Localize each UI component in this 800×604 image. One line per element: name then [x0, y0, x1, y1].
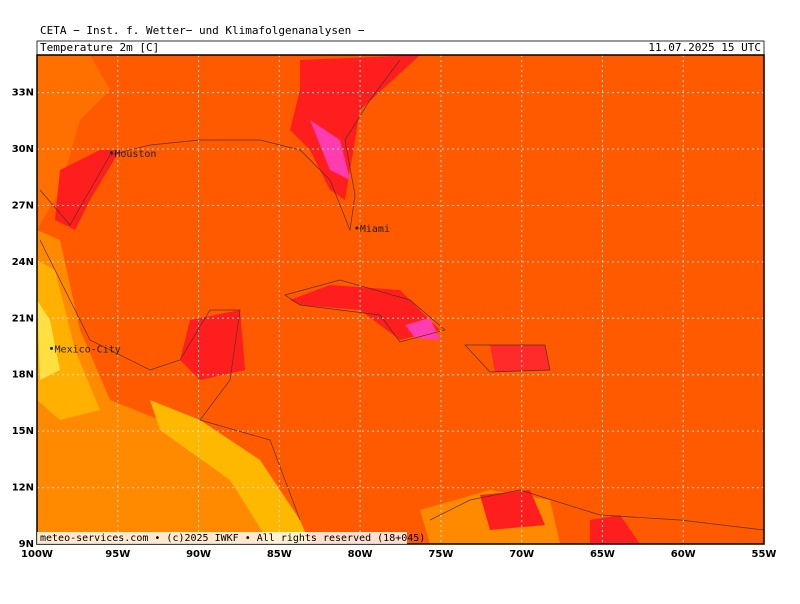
- city-label: Houston: [114, 149, 156, 160]
- city-marker: [109, 151, 113, 155]
- lat-tick-label: 12N: [12, 483, 34, 494]
- lon-tick-label: 85W: [267, 549, 292, 560]
- lat-tick-label: 21N: [12, 313, 34, 324]
- lat-tick-label: 30N: [12, 144, 34, 155]
- lon-tick-label: 70W: [509, 549, 534, 560]
- city-label: Mexico-City: [55, 344, 121, 355]
- lon-tick-label: 100W: [21, 549, 53, 560]
- lon-tick-label: 80W: [348, 549, 373, 560]
- lat-tick-label: 15N: [12, 426, 34, 437]
- city-marker: [355, 226, 359, 230]
- footer-credit: meteo-services.com • (c)2025 IWKF • All …: [40, 533, 425, 544]
- header-title: CETA − Inst. f. Wetter− und Klimafolgena…: [40, 24, 365, 37]
- valid-time: 11.07.2025 15 UTC: [648, 41, 761, 54]
- field-label: Temperature 2m [C]: [40, 41, 159, 54]
- city-label: Miami: [360, 224, 390, 235]
- lat-tick-label: 9N: [19, 539, 34, 550]
- lon-tick-label: 75W: [428, 549, 453, 560]
- city-marker: [50, 346, 54, 350]
- lat-tick-label: 24N: [12, 257, 34, 268]
- lat-tick-label: 33N: [12, 88, 34, 99]
- lat-tick-label: 18N: [12, 370, 34, 381]
- lon-tick-label: 55W: [752, 549, 777, 560]
- lon-tick-label: 65W: [590, 549, 615, 560]
- lat-tick-label: 27N: [12, 200, 34, 211]
- footer-box: [37, 532, 407, 544]
- temperature-field: [37, 55, 764, 544]
- lon-tick-label: 90W: [186, 549, 211, 560]
- lon-tick-label: 95W: [105, 549, 130, 560]
- lon-tick-label: 60W: [671, 549, 696, 560]
